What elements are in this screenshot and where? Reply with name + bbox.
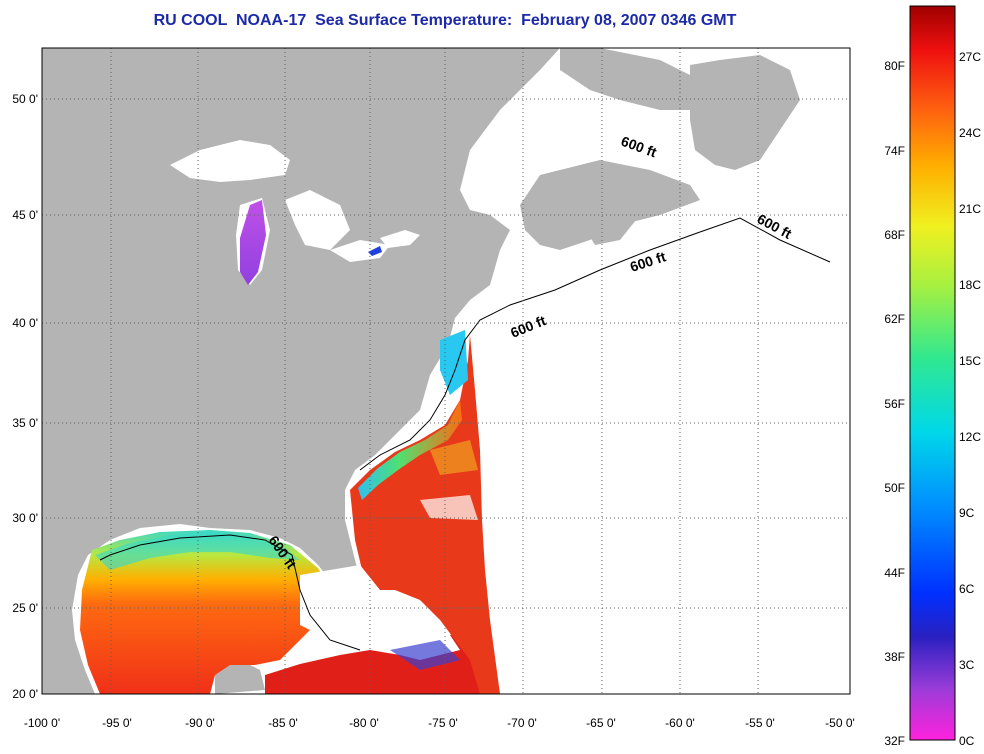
- colorbar-fahrenheit: 80F 74F 68F 62F 56F 50F 44F 38F 32F: [884, 59, 905, 748]
- colorbar-c-label: 15C: [959, 354, 981, 368]
- colorbar-c-label: 12C: [959, 430, 981, 444]
- colorbar-c-label: 18C: [959, 278, 981, 292]
- lat-tick-label: 30 0': [12, 511, 38, 525]
- colorbar-c-label: 21C: [959, 202, 981, 216]
- lon-tick-label: -85 0': [268, 716, 298, 730]
- latitude-ticks: 50 0' 45 0' 40 0' 35 0' 30 0' 25 0' 20 0…: [12, 92, 38, 701]
- colorbar-f-label: 38F: [884, 650, 905, 664]
- colorbar-c-label: 0C: [959, 734, 975, 748]
- lon-tick-label: -70 0': [507, 716, 537, 730]
- colorbar-c-label: 27C: [959, 50, 981, 64]
- colorbar-c-label: 6C: [959, 582, 975, 596]
- lon-tick-label: -95 0': [102, 716, 132, 730]
- atlantic-sst: [350, 335, 500, 694]
- lat-tick-label: 35 0': [12, 416, 38, 430]
- lat-tick-label: 45 0': [12, 208, 38, 222]
- graticule: [42, 48, 850, 694]
- colorbar-f-label: 68F: [884, 228, 905, 242]
- colorbar-c-label: 3C: [959, 658, 975, 672]
- colorbar: 80F 74F 68F 62F 56F 50F 44F 38F 32F 27C …: [884, 5, 981, 748]
- colorbar-f-label: 62F: [884, 312, 905, 326]
- lon-tick-label: -100 0': [24, 716, 60, 730]
- colorbar-f-label: 80F: [884, 59, 905, 73]
- lon-tick-label: -80 0': [349, 716, 379, 730]
- lon-tick-label: -50 0': [825, 716, 855, 730]
- lon-tick-label: -90 0': [185, 716, 215, 730]
- lon-tick-label: -75 0': [428, 716, 458, 730]
- lat-tick-label: 25 0': [12, 601, 38, 615]
- colorbar-f-label: 74F: [884, 144, 905, 158]
- lat-tick-label: 40 0': [12, 316, 38, 330]
- colorbar-c-label: 9C: [959, 506, 975, 520]
- gulf-sst: [80, 530, 330, 694]
- lat-tick-label: 20 0': [12, 687, 38, 701]
- colorbar-f-label: 50F: [884, 481, 905, 495]
- colorbar-scale: [909, 5, 956, 741]
- lat-tick-label: 50 0': [12, 92, 38, 106]
- lake-michigan-sst: [240, 200, 266, 285]
- lake-ontario-sst: [368, 246, 382, 256]
- colorbar-f-label: 32F: [884, 734, 905, 748]
- lon-tick-label: -55 0': [745, 716, 775, 730]
- colorbar-f-label: 56F: [884, 397, 905, 411]
- colorbar-c-label: 24C: [959, 126, 981, 140]
- chart-title: RU COOL NOAA-17 Sea Surface Temperature:…: [153, 12, 737, 29]
- lon-tick-label: -60 0': [665, 716, 695, 730]
- colorbar-celsius: 27C 24C 21C 18C 15C 12C 9C 6C 3C 0C: [959, 50, 981, 748]
- lon-tick-label: -65 0': [586, 716, 616, 730]
- contour-600ft: [99, 217, 831, 651]
- land: [42, 48, 800, 694]
- colorbar-f-label: 44F: [884, 566, 905, 580]
- longitude-ticks: -100 0' -95 0' -90 0' -85 0' -80 0' -75 …: [24, 716, 855, 730]
